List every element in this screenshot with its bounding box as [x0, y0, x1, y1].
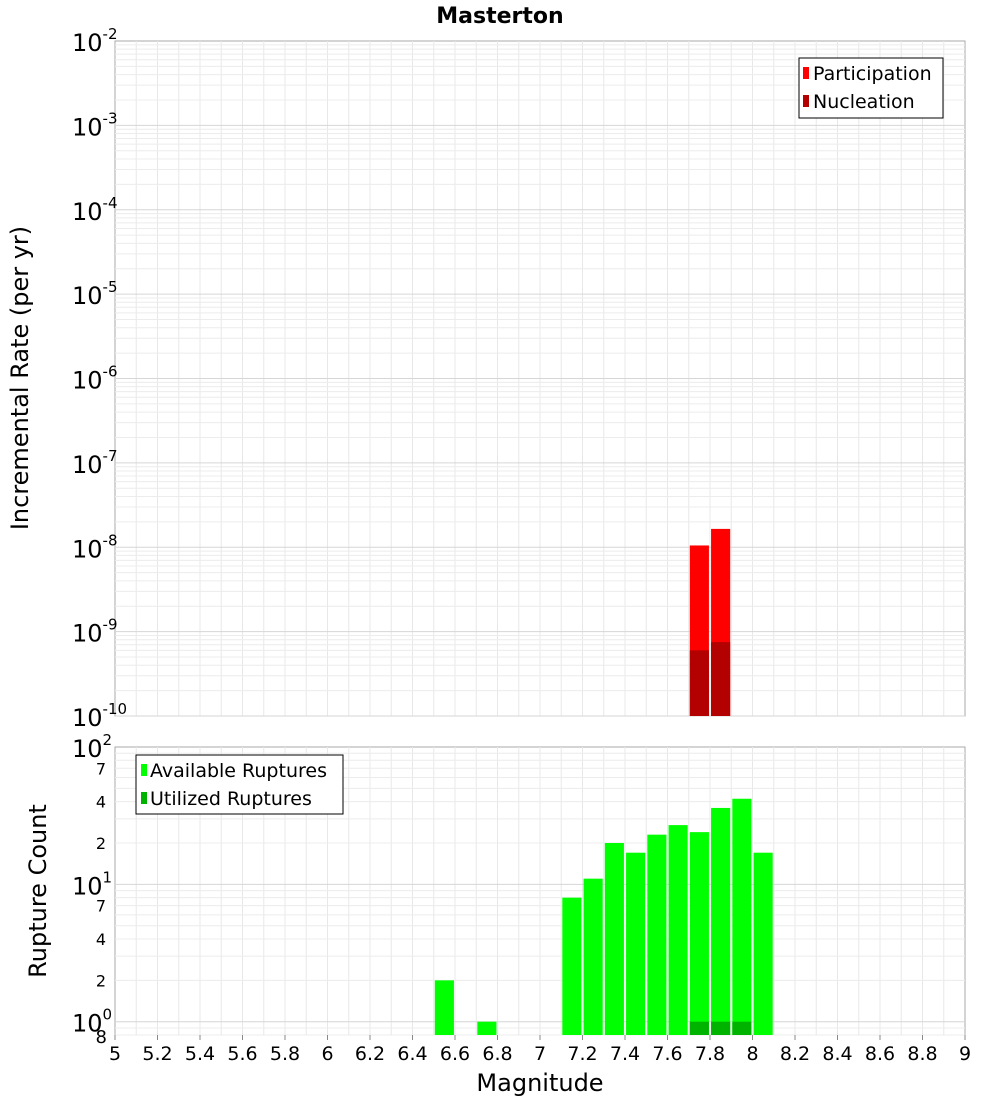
- rate-y-tick-label: 10-4: [72, 194, 118, 226]
- available-ruptures-bar: [711, 807, 731, 1035]
- x-tick-label: 8.4: [822, 1043, 852, 1065]
- count-y-axis-label: Rupture Count: [24, 804, 52, 978]
- available-ruptures-bar: [626, 852, 646, 1035]
- count-y-tick-label: 100: [72, 1006, 112, 1038]
- participation-legend-label: Participation: [813, 63, 932, 85]
- rate-bars: [689, 528, 731, 716]
- count-legend-box: [135, 754, 344, 815]
- x-tick-label: 8.8: [907, 1043, 937, 1065]
- available-ruptures-bar: [647, 834, 667, 1035]
- rate-legend: Participation Nucleation: [798, 57, 944, 119]
- count-y-minor-label: 4: [96, 930, 106, 949]
- x-tick-label: 7.6: [652, 1043, 682, 1065]
- rate-y-tick-label: 10-8: [72, 531, 118, 563]
- rate-panel: 10-10 10-9 10-8 10-7 10-6 10-5 10-4 10-3 10-2 In…: [6, 25, 966, 732]
- x-tick-label: 7.4: [610, 1043, 640, 1065]
- x-tick-label: 5.8: [270, 1043, 300, 1065]
- count-panel: 100 101 102 2 4 7 2 4 7 8 5 5.2 5.4 5.6 5.8 6 6.2 6.4 6.6…: [24, 731, 971, 1097]
- nucleation-bar: [689, 650, 709, 716]
- count-y-minor-label: 8: [96, 1027, 107, 1048]
- participation-legend-swatch: [803, 67, 809, 79]
- magnitude-x-ticks: 5 5.2 5.4 5.6 5.8 6 6.2 6.4 6.6 6.8 7 7.2 7.4 7.6 7.8 8…: [109, 1035, 971, 1065]
- rate-legend-box: [798, 57, 944, 119]
- available-ruptures-bar: [668, 825, 688, 1035]
- available-ruptures-bar: [732, 798, 752, 1035]
- x-tick-label: 5.6: [227, 1043, 257, 1065]
- x-tick-label: 7: [534, 1043, 546, 1065]
- nucleation-legend-label: Nucleation: [813, 91, 915, 113]
- count-y-minor-label: 2: [96, 971, 106, 990]
- x-axis-label: Magnitude: [476, 1069, 603, 1097]
- utilized-legend-label: Utilized Ruptures: [150, 788, 312, 810]
- count-y-tick-label: 101: [72, 868, 112, 900]
- available-ruptures-bar: [689, 832, 709, 1035]
- available-ruptures-bar: [562, 897, 582, 1035]
- available-ruptures-bar: [583, 878, 603, 1035]
- x-tick-label: 7.2: [567, 1043, 597, 1065]
- available-ruptures-bar: [604, 843, 624, 1035]
- x-tick-label: 6.2: [355, 1043, 385, 1065]
- utilized-ruptures-bar: [732, 1021, 752, 1035]
- nucleation-legend-swatch: [803, 95, 809, 107]
- utilized-legend-swatch: [141, 792, 147, 804]
- x-tick-label: 6.8: [482, 1043, 512, 1065]
- rate-grid: [115, 41, 965, 717]
- count-y-minor-label: 2: [96, 834, 106, 853]
- count-legend: Available Ruptures Utilized Ruptures: [135, 754, 344, 815]
- count-y-minor-label: 7: [96, 759, 106, 778]
- x-tick-label: 8.2: [780, 1043, 810, 1065]
- rate-y-tick-label: 10-2: [72, 25, 118, 57]
- available-ruptures-bar: [477, 1021, 497, 1035]
- count-y-ticks: 100 101 102 2 4 7 2 4 7 8: [72, 731, 112, 1048]
- count-y-minor-label: 7: [96, 897, 106, 916]
- x-tick-label: 9: [959, 1043, 971, 1065]
- rate-y-tick-label: 10-6: [72, 363, 118, 395]
- x-tick-label: 5: [109, 1043, 121, 1065]
- x-tick-label: 5.4: [185, 1043, 215, 1065]
- available-ruptures-bar: [753, 852, 773, 1035]
- utilized-ruptures-bar: [689, 1021, 709, 1035]
- rate-y-tick-label: 10-7: [72, 447, 118, 479]
- count-y-minor-label: 4: [96, 793, 106, 812]
- rate-y-axis-label: Incremental Rate (per yr): [6, 226, 34, 530]
- utilized-ruptures-bar: [711, 1021, 731, 1035]
- x-tick-label: 6.6: [440, 1043, 470, 1065]
- available-legend-label: Available Ruptures: [150, 760, 327, 782]
- rate-y-tick-label: 10-10: [72, 700, 127, 732]
- x-tick-label: 8: [746, 1043, 758, 1065]
- rate-y-tick-label: 10-3: [72, 109, 118, 141]
- count-bars: [434, 798, 773, 1035]
- x-tick-label: 8.6: [865, 1043, 895, 1065]
- available-legend-swatch: [141, 764, 147, 776]
- nucleation-bar: [711, 642, 731, 716]
- rate-y-tick-label: 10-5: [72, 278, 118, 310]
- x-tick-label: 7.8: [695, 1043, 725, 1065]
- rate-y-tick-label: 10-9: [72, 616, 118, 648]
- chart-title: Masterton: [436, 4, 563, 29]
- x-tick-label: 6.4: [397, 1043, 427, 1065]
- rate-y-ticks: 10-10 10-9 10-8 10-7 10-6 10-5 10-4 10-3 10-2: [72, 25, 127, 732]
- x-tick-label: 5.2: [142, 1043, 172, 1065]
- available-ruptures-bar: [434, 980, 454, 1035]
- count-y-tick-label: 102: [72, 731, 112, 763]
- x-tick-label: 6: [321, 1043, 333, 1065]
